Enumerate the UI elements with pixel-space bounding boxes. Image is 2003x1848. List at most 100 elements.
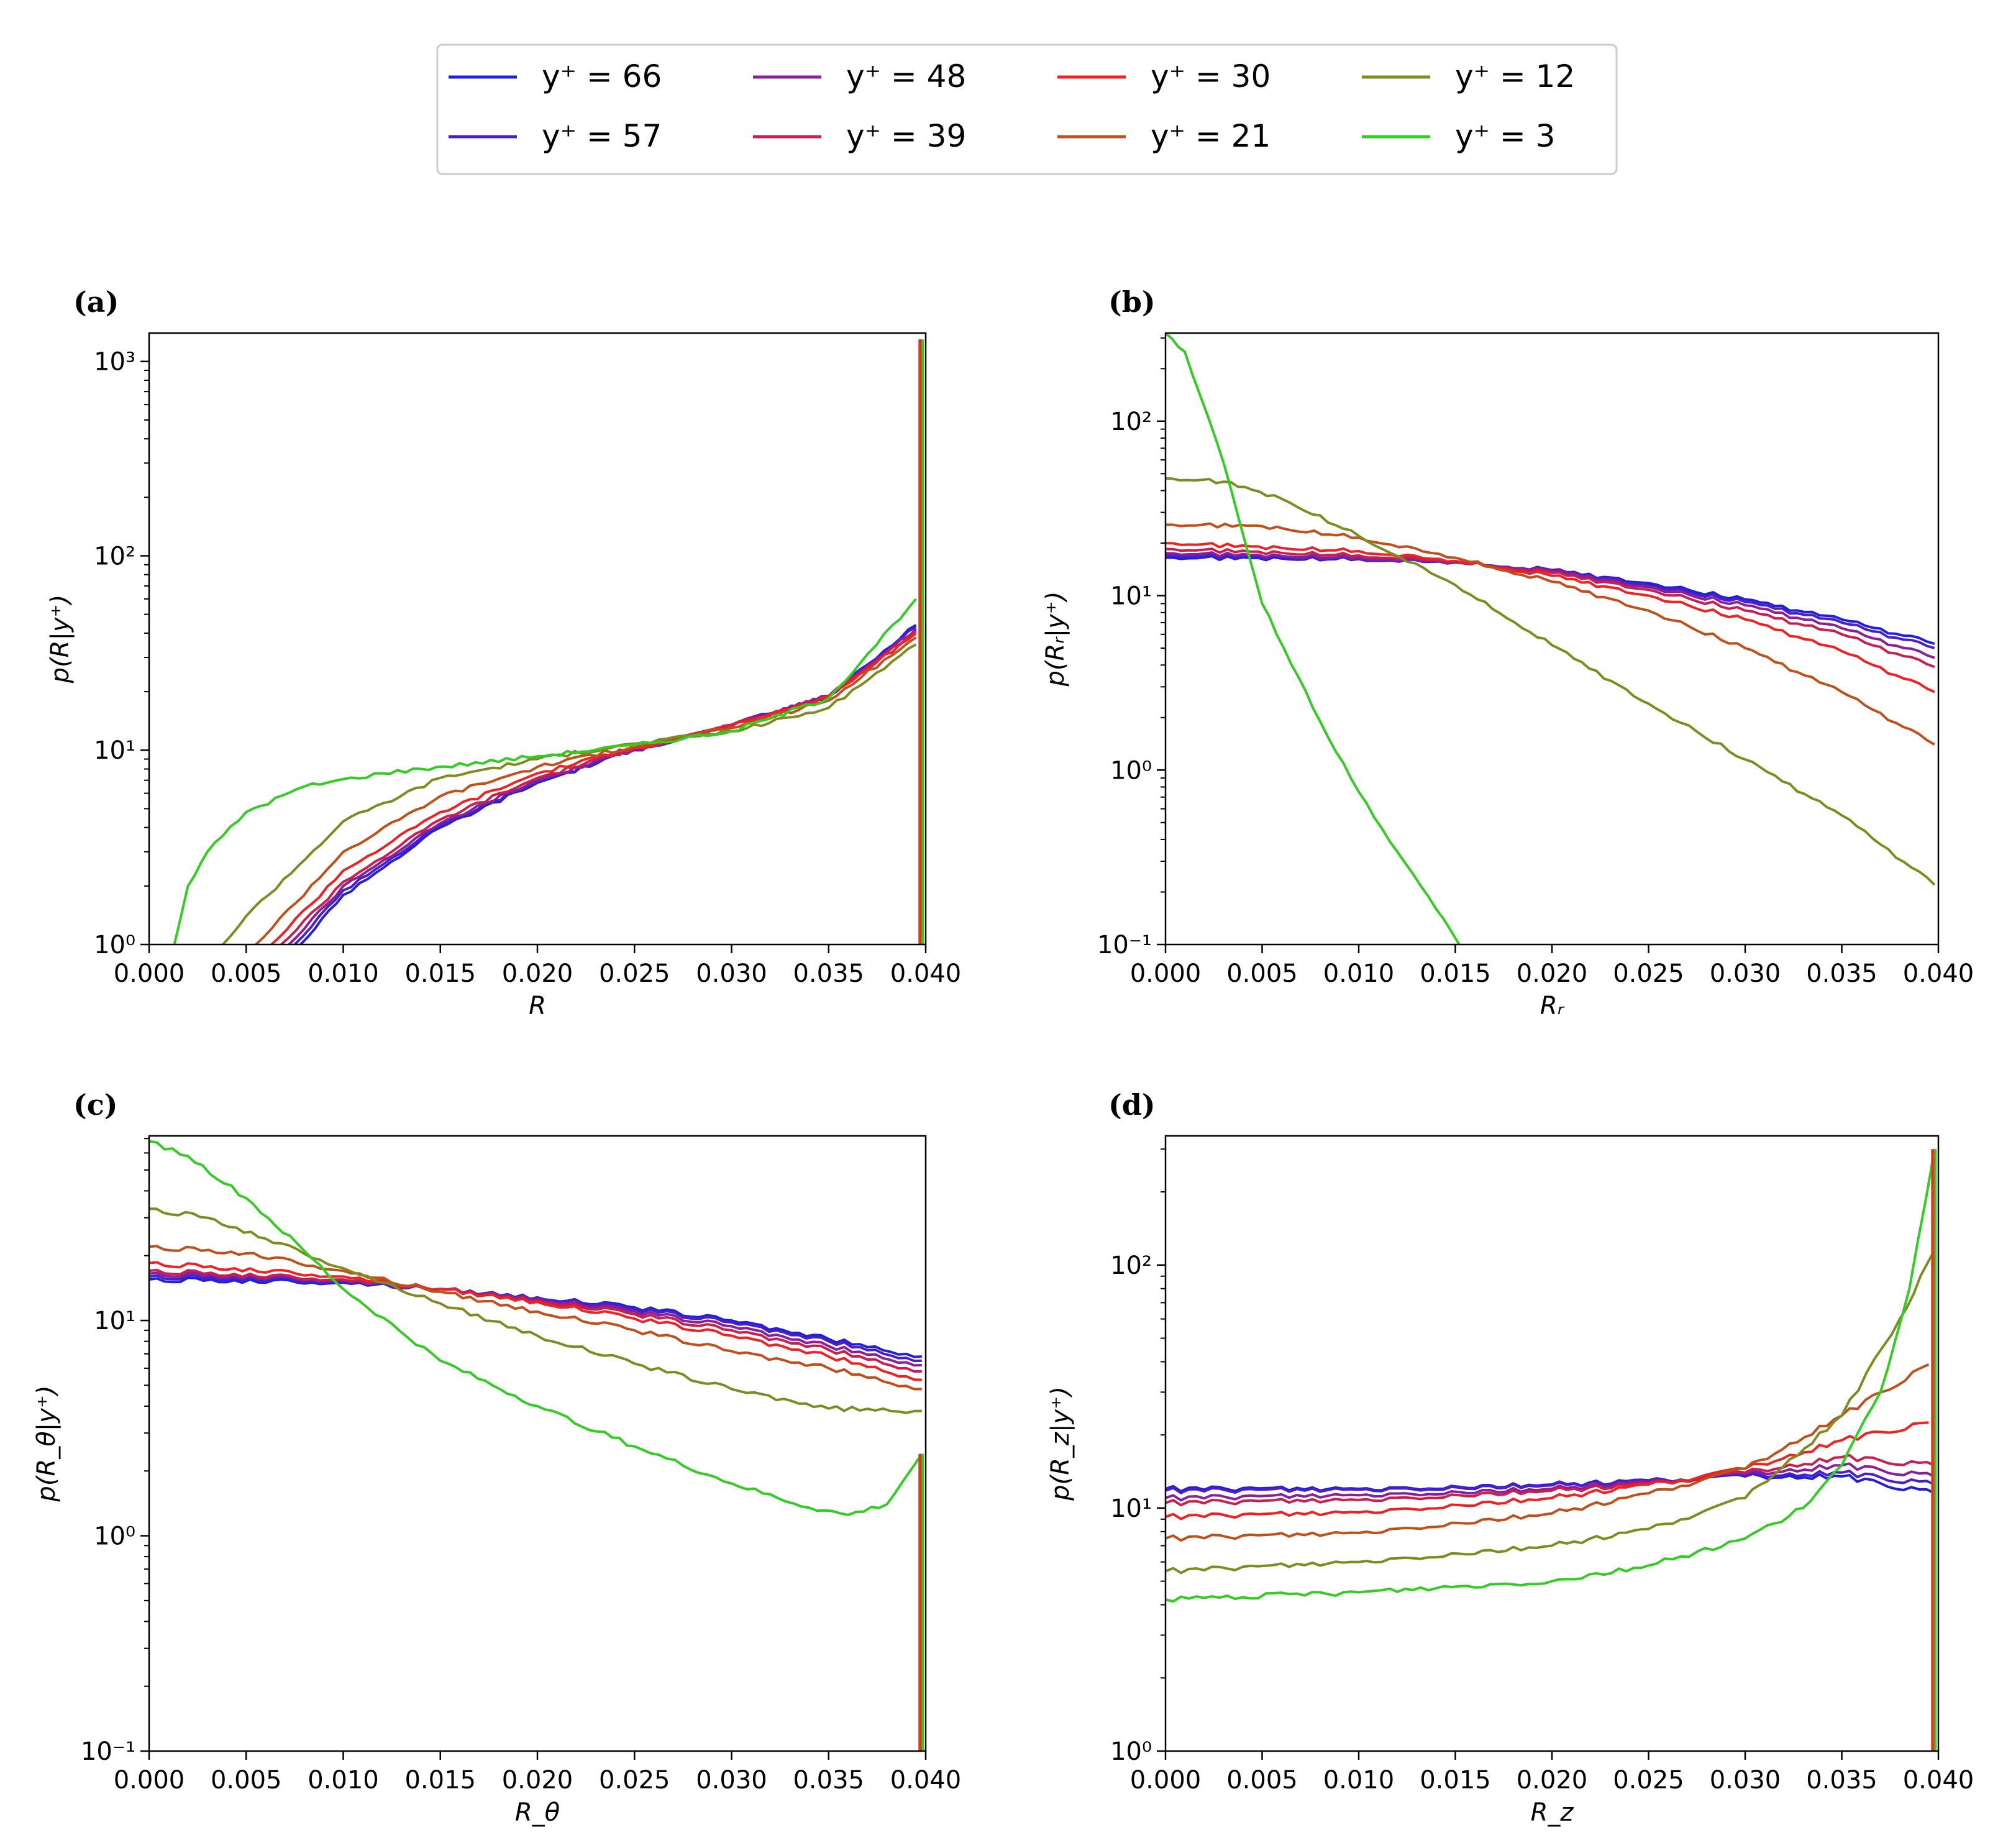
- legend-label: y⁺ = 21: [1151, 118, 1271, 154]
- series-line: [280, 629, 917, 945]
- series-line: [173, 598, 917, 945]
- x-tick-label: 0.020: [1517, 1766, 1588, 1795]
- panel-a-ticks: 0.000 0.005 0.010 0.015 0.020 0.025 0.030 0.035…: [94, 348, 961, 988]
- x-tick-label: 0.025: [1613, 1766, 1684, 1795]
- series-line: [1166, 477, 1936, 886]
- panel-d: 0.000 0.005 0.010 0.015 0.020 0.025 0.030 0.035…: [1046, 1135, 1974, 1827]
- legend-entries: y⁺ = 66 y⁺ = 57 y⁺ = 48 y⁺ = 39 y⁺ = 30 y⁺ = …: [449, 58, 1575, 154]
- panel-c-ticks: 0.000 0.005 0.010 0.015 0.020 0.025 0.030 0.035…: [81, 1138, 961, 1795]
- x-tick-label: 0.030: [696, 1766, 767, 1795]
- panel-a-ylabel: p(R|y⁺): [46, 595, 75, 684]
- y-tick-label: 10⁰: [94, 931, 135, 959]
- x-tick-label: 0.035: [793, 1766, 864, 1795]
- x-tick-label: 0.000: [1130, 959, 1202, 988]
- x-tick-label: 0.020: [502, 1766, 573, 1795]
- y-tick-label: 10²: [1110, 1251, 1152, 1280]
- legend-label: y⁺ = 30: [1151, 58, 1271, 94]
- legend-label: y⁺ = 12: [1455, 58, 1575, 94]
- panel-d-series: [1166, 1148, 1937, 1751]
- series-line: [1166, 542, 1935, 693]
- x-tick-label: 0.040: [1903, 959, 1974, 988]
- x-tick-label: 0.000: [114, 959, 185, 988]
- x-tick-label: 0.025: [1613, 959, 1684, 988]
- panel-a: 0.000 0.005 0.010 0.015 0.020 0.025 0.030 0.035…: [46, 332, 961, 1020]
- panel-a-series: [173, 339, 924, 945]
- x-tick-label: 0.015: [404, 959, 476, 988]
- panel-d-ticks: 0.000 0.005 0.010 0.015 0.020 0.025 0.030 0.035…: [1110, 1148, 1974, 1795]
- x-tick-label: 0.030: [696, 959, 767, 988]
- x-tick-label: 0.030: [1710, 1766, 1781, 1795]
- panel-c-xlabel: R_θ: [515, 1798, 560, 1827]
- series-line: [1166, 1453, 1935, 1507]
- panel-label-d: (d): [1108, 1088, 1156, 1122]
- y-tick-label: 10²: [1110, 408, 1152, 436]
- x-tick-label: 0.000: [1130, 1766, 1202, 1795]
- x-tick-label: 0.005: [1226, 1766, 1298, 1795]
- series-line: [1166, 1148, 1936, 1603]
- x-tick-label: 0.035: [1806, 959, 1878, 988]
- panel-d-ylabel: p(R_z|y⁺): [1046, 1386, 1075, 1501]
- y-tick-label: 10⁰: [1110, 756, 1152, 785]
- y-tick-label: 10¹: [1110, 1494, 1152, 1523]
- y-tick-label: 10³: [94, 348, 135, 377]
- panel-label-c: (c): [73, 1088, 118, 1122]
- x-tick-label: 0.040: [890, 959, 962, 988]
- x-tick-label: 0.010: [1323, 1766, 1395, 1795]
- panel-c-ylabel: p(R_θ|y⁺): [32, 1385, 61, 1502]
- x-tick-label: 0.010: [308, 959, 379, 988]
- series-line: [149, 1245, 922, 1391]
- x-tick-label: 0.005: [211, 959, 282, 988]
- series-line: [1166, 1421, 1929, 1521]
- series-line: [149, 1207, 922, 1414]
- legend-label: y⁺ = 48: [846, 58, 966, 94]
- x-tick-label: 0.015: [404, 1766, 476, 1795]
- panel-b-xlabel: Rᵣ: [1540, 992, 1565, 1020]
- series-line: [1166, 547, 1935, 669]
- panel-label-b: (b): [1108, 285, 1156, 319]
- series-line: [149, 1261, 922, 1381]
- panel-d-xlabel: R_z: [1531, 1798, 1574, 1827]
- x-tick-label: 0.005: [1226, 959, 1298, 988]
- x-tick-label: 0.005: [211, 1766, 282, 1795]
- y-tick-label: 10¹: [1110, 582, 1152, 611]
- panel-a-xlabel: R: [529, 992, 546, 1020]
- series-line: [1166, 522, 1935, 746]
- x-tick-label: 0.010: [308, 1766, 379, 1795]
- x-tick-label: 0.025: [599, 959, 670, 988]
- series-line: [1166, 333, 1461, 945]
- legend-frame: [436, 43, 1618, 175]
- y-tick-label: 10¹: [94, 1307, 135, 1335]
- panel-c: 0.000 0.005 0.010 0.015 0.020 0.025 0.030 0.035…: [32, 1135, 961, 1827]
- series-line: [222, 643, 917, 945]
- x-tick-label: 0.000: [114, 1766, 185, 1795]
- legend-label: y⁺ = 66: [542, 58, 662, 94]
- panel-b: 0.000 0.005 0.010 0.015 0.020 0.025 0.030 0.035…: [1041, 332, 1974, 1020]
- series-line: [149, 1140, 923, 1516]
- legend-label: y⁺ = 39: [846, 118, 966, 154]
- x-tick-label: 0.015: [1420, 959, 1491, 988]
- series-line: [149, 1274, 922, 1363]
- x-tick-label: 0.025: [599, 1766, 670, 1795]
- panel-b-ylabel: p(Rᵣ|y⁺): [1041, 591, 1070, 687]
- x-tick-label: 0.035: [793, 959, 864, 988]
- y-tick-label: 10⁻¹: [81, 1737, 135, 1766]
- x-tick-label: 0.040: [890, 1766, 962, 1795]
- panel-b-ticks: 0.000 0.005 0.010 0.015 0.020 0.025 0.030 0.035…: [1097, 337, 1974, 988]
- y-tick-label: 10⁰: [94, 1522, 135, 1551]
- x-tick-label: 0.035: [1806, 1766, 1878, 1795]
- series-line: [1166, 551, 1935, 659]
- panel-label-a: (a): [73, 285, 119, 319]
- y-tick-label: 10¹: [94, 736, 135, 765]
- legend: y⁺ = 66 y⁺ = 57 y⁺ = 48 y⁺ = 39 y⁺ = 30 y⁺ = …: [436, 43, 1618, 175]
- y-tick-label: 10⁻¹: [1097, 931, 1152, 959]
- legend-label: y⁺ = 57: [542, 118, 662, 154]
- series-line: [1166, 1470, 1935, 1494]
- panel-c-series: [149, 1140, 924, 1751]
- x-tick-label: 0.040: [1903, 1766, 1974, 1795]
- panel-b-series: [1166, 333, 1936, 945]
- series-line: [1166, 1363, 1930, 1542]
- series-line: [1166, 1462, 1935, 1502]
- y-tick-label: 10⁰: [1110, 1737, 1152, 1766]
